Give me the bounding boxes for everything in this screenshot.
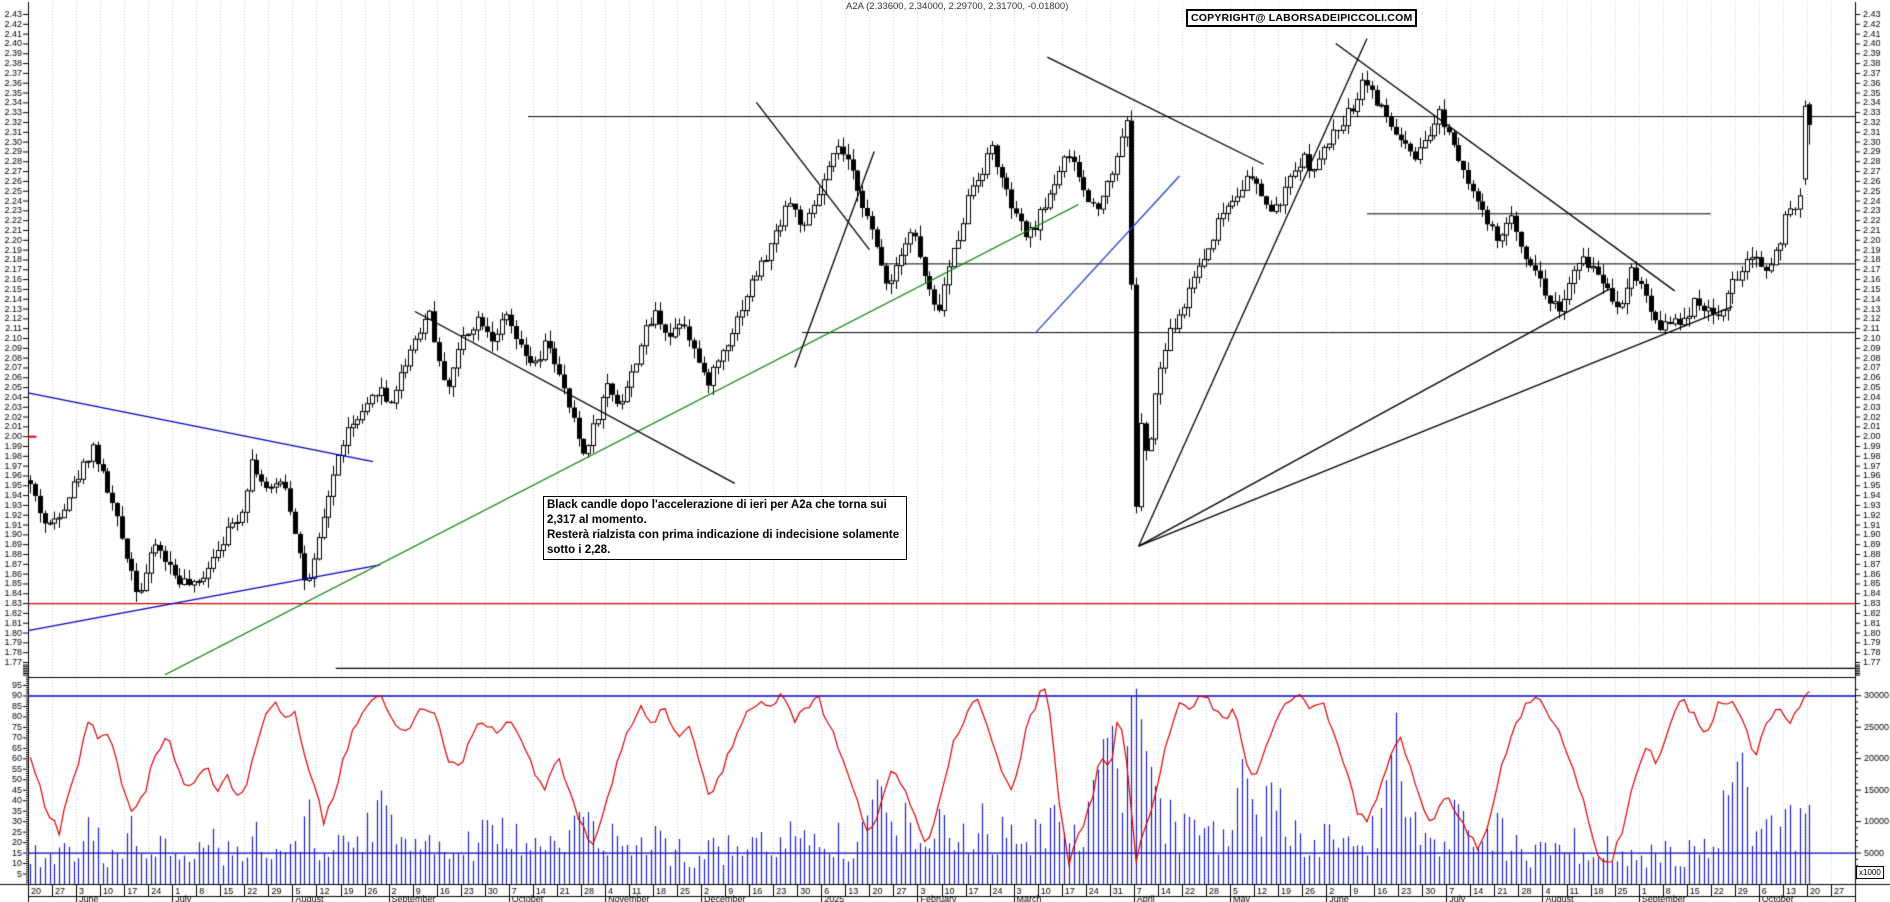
volume-unit-badge: x1000	[1856, 866, 1884, 879]
copyright-badge: COPYRIGHT@ LABORSADEIPICCOLI.COM	[1186, 9, 1418, 27]
chart-title: A2A (2.33600, 2.34000, 2.29700, 2.31700,…	[846, 1, 1069, 12]
annotation-box: Black candle dopo l'accelerazione di ier…	[543, 496, 907, 560]
